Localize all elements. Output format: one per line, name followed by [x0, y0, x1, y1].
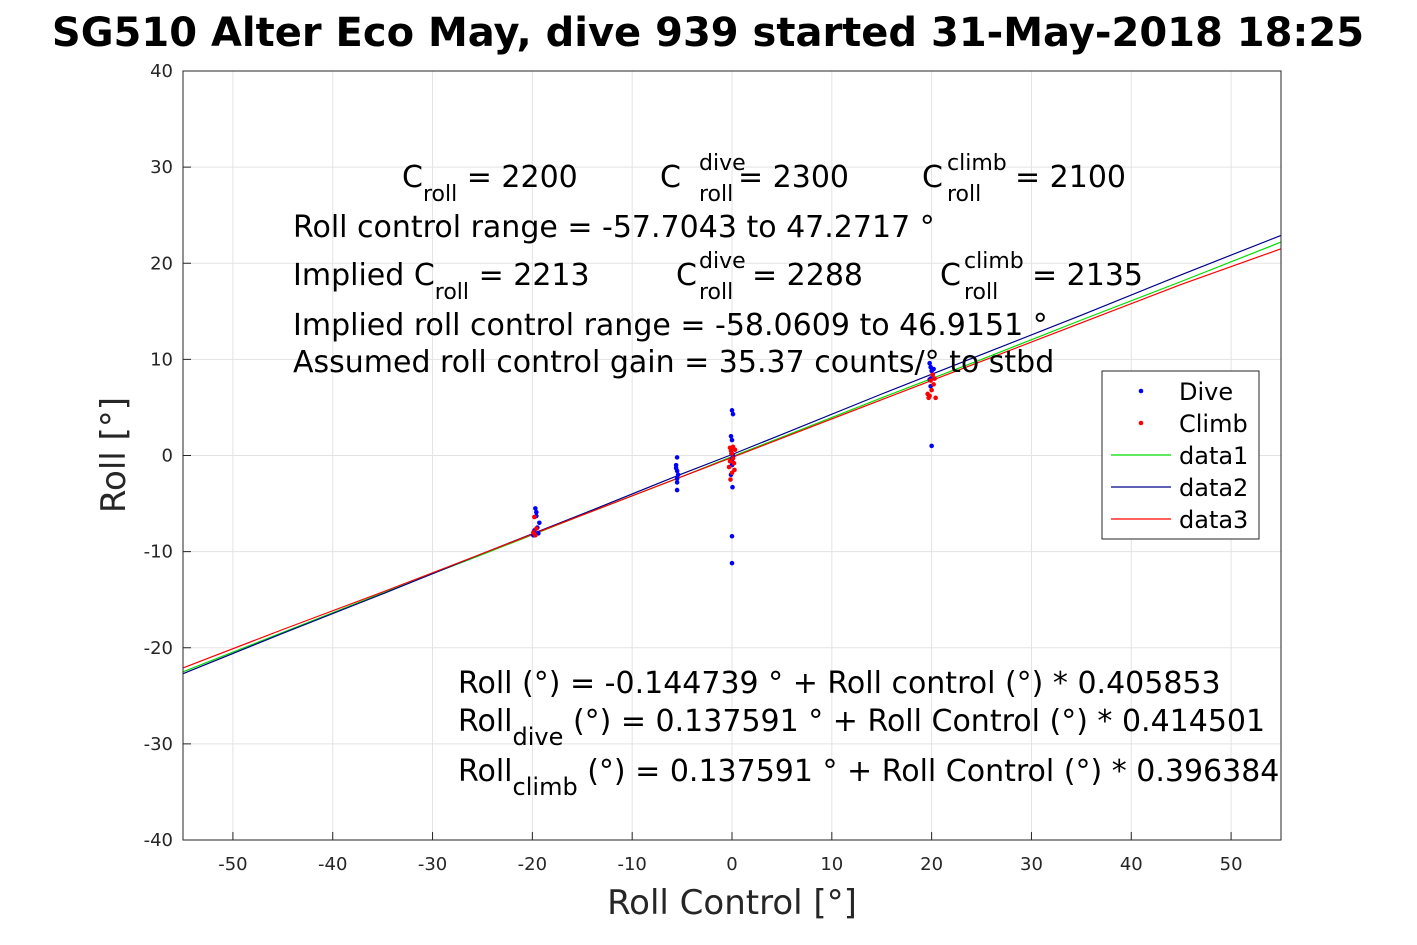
data-point-climb — [731, 460, 737, 466]
y-tick-label: 30 — [150, 157, 173, 178]
y-tick-label: -10 — [144, 542, 173, 563]
y-tick-label: 40 — [150, 61, 173, 82]
x-axis-label: Roll Control [°] — [607, 883, 857, 923]
x-tick-label: 50 — [1220, 854, 1243, 875]
y-axis-label: Roll [°] — [94, 397, 134, 513]
data-point-climb — [933, 395, 938, 401]
data-point-dive — [533, 506, 538, 511]
data-point-dive — [929, 443, 934, 449]
data-point-climb — [929, 387, 934, 393]
axes-box — [182, 70, 1282, 841]
data-point-dive — [730, 484, 735, 490]
annotation-cdive-sub: roll — [699, 182, 733, 207]
annotation-implied-cclimb-sub: roll — [964, 280, 998, 305]
data-point-dive — [674, 487, 680, 493]
data-point-dive — [730, 411, 736, 417]
y-tick-label: 10 — [150, 349, 173, 370]
annotation-cdive-value: = 2300 — [738, 160, 849, 195]
data-point-dive — [674, 455, 680, 460]
x-tick-label: -10 — [617, 854, 646, 875]
annotation-range: Roll control range = -57.7043 to 47.2717… — [293, 210, 935, 245]
annotation-implied-cclimb: C — [940, 258, 961, 293]
legend-marker-dive — [1138, 388, 1144, 394]
data-point-dive — [729, 437, 735, 443]
y-tick-label: -30 — [144, 734, 173, 755]
annotation-cclimb: C — [922, 160, 943, 195]
x-tick-label: -50 — [218, 854, 247, 875]
data-point-climb — [534, 526, 539, 531]
data-point-climb — [727, 458, 733, 464]
legend-label: data2 — [1179, 474, 1248, 502]
data-point-climb — [932, 376, 937, 381]
data-point-dive — [729, 408, 735, 413]
annotation-cclimb-value: = 2100 — [1015, 160, 1126, 195]
annotation-fit-all: Roll (°) = -0.144739 ° + Roll control (°… — [458, 666, 1221, 701]
data-point-climb — [931, 382, 936, 387]
data-point-climb — [730, 456, 736, 461]
data-point-climb — [531, 530, 536, 535]
annotation-fit-climb: Rollclimb (°) = 0.137591 ° + Roll Contro… — [458, 754, 1279, 801]
x-tick-label: 20 — [920, 854, 943, 875]
x-tick-label: 30 — [1020, 854, 1043, 875]
data-point-climb — [729, 451, 735, 456]
data-point-dive — [729, 533, 735, 539]
annotation-cdive-sup: dive — [699, 151, 746, 176]
legend-marker-climb — [1138, 420, 1144, 426]
data-point-dive — [728, 433, 734, 439]
legend-label: Dive — [1179, 378, 1233, 406]
data-point-dive — [927, 360, 932, 366]
legend: Dive Climb data1 data2 data3 — [1101, 370, 1260, 540]
legend-label: data1 — [1179, 442, 1248, 470]
chart-title: SG510 Alter Eco May, dive 939 started 31… — [52, 10, 1364, 56]
annotation-implied-cclimb-value: = 2135 — [1032, 258, 1143, 293]
annotation-croll: Croll = 2200 — [402, 160, 578, 207]
data-point-dive — [675, 472, 681, 478]
data-point-dive — [537, 520, 542, 526]
data-point-dive — [534, 509, 539, 515]
data-point-climb — [532, 514, 537, 520]
data-point-climb — [732, 447, 738, 453]
annotation-cdive: C — [660, 160, 681, 195]
x-tick-label: 10 — [820, 854, 843, 875]
annotation-fits: Roll (°) = -0.144739 ° + Roll control (°… — [458, 666, 1279, 801]
annotation-implied-cdive-sup: dive — [699, 249, 746, 274]
annotation-coefficients: Croll = 2200 C dive roll = 2300 C climb … — [293, 151, 1143, 380]
data-point-dive — [729, 560, 735, 566]
x-tick-label: 40 — [1120, 854, 1143, 875]
data-point-dive — [674, 476, 680, 481]
x-tick-label: -40 — [318, 854, 347, 875]
data-point-climb — [926, 395, 931, 401]
x-tick-labels: -50 -40 -30 -20 -10 0 10 20 30 40 50 — [218, 854, 1242, 875]
x-tick-label: -20 — [518, 854, 547, 875]
data-point-climb — [928, 378, 933, 383]
data-point-dive — [674, 480, 680, 485]
legend-label: Climb — [1179, 410, 1248, 438]
x-tick-label: -30 — [418, 854, 447, 875]
annotation-implied-croll: Implied Croll = 2213 — [293, 258, 590, 305]
annotation-implied-cdive-sub: roll — [699, 280, 733, 305]
annotation-implied-cdive-value: = 2288 — [752, 258, 863, 293]
legend-label: data3 — [1179, 506, 1248, 534]
annotation-gain: Assumed roll control gain = 35.37 counts… — [293, 345, 1054, 380]
data-point-climb — [728, 477, 733, 482]
data-point-dive — [673, 465, 679, 471]
y-tick-label: 0 — [162, 446, 173, 467]
data-point-dive — [931, 366, 936, 372]
annotation-cclimb-sup: climb — [947, 151, 1007, 176]
data-point-climb — [726, 464, 732, 470]
annotation-implied-cclimb-sup: climb — [964, 249, 1024, 274]
data-points — [531, 360, 938, 566]
y-tick-labels: 40 30 20 10 0 -10 -20 -30 -40 — [144, 61, 173, 851]
annotation-fit-dive: Rolldive (°) = 0.137591 ° + Roll Control… — [458, 704, 1265, 751]
annotation-implied-range: Implied roll control range = -58.0609 to… — [293, 308, 1048, 343]
x-tick-label: 0 — [726, 854, 737, 875]
data-point-climb — [930, 372, 935, 378]
y-tick-label: -40 — [144, 830, 173, 851]
y-tick-label: -20 — [144, 638, 173, 659]
y-tick-label: 20 — [150, 253, 173, 274]
annotation-cclimb-sub: roll — [947, 182, 981, 207]
data-point-climb — [729, 470, 735, 476]
annotation-implied-cdive: C — [676, 258, 697, 293]
